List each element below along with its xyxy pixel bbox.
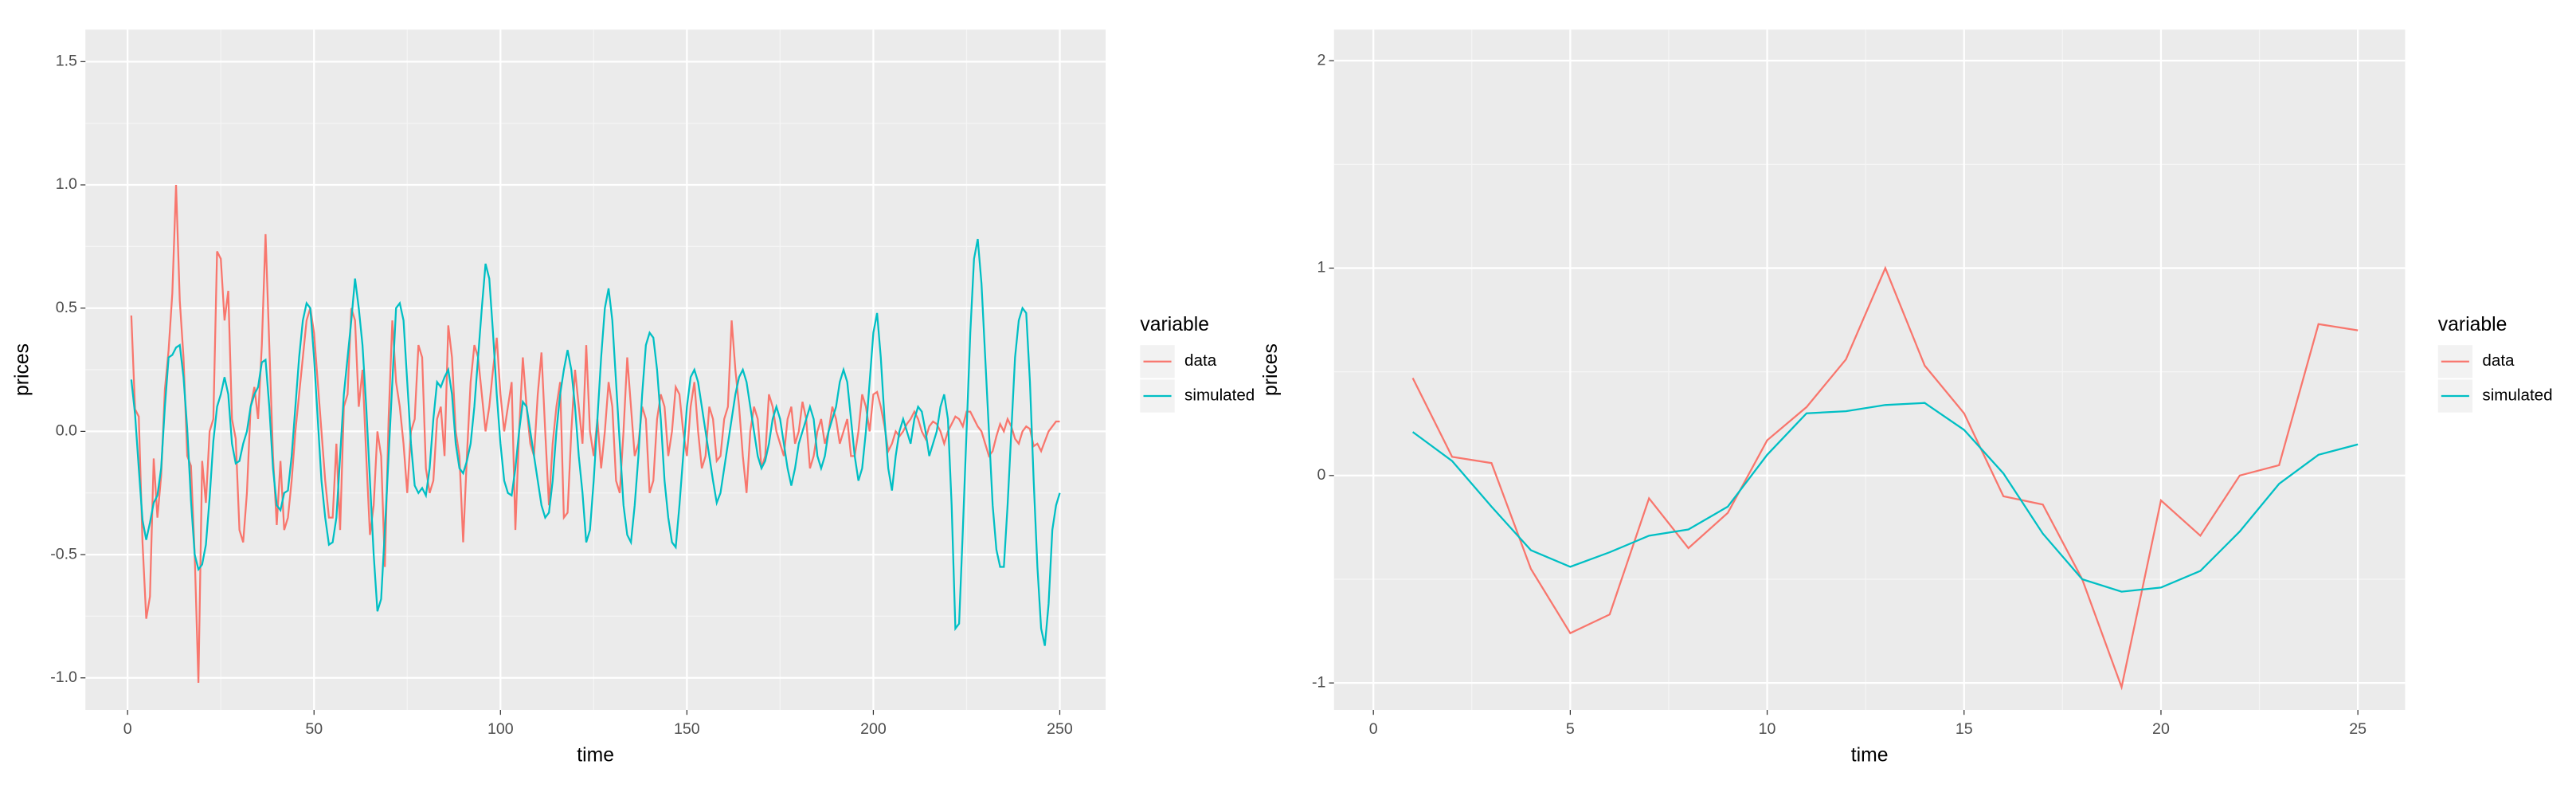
y-tick-label: -1 — [1312, 673, 1325, 691]
y-tick-label: 2 — [1317, 51, 1326, 69]
x-tick-label: 5 — [1566, 720, 1575, 738]
y-tick-label: 0.0 — [56, 422, 77, 440]
x-axis-title: time — [1851, 744, 1889, 766]
legend-label: data — [1184, 351, 1217, 370]
y-tick-label: -0.5 — [50, 545, 77, 563]
series-line — [1411, 265, 2359, 691]
y-axis-title: prices — [1260, 343, 1282, 396]
x-tick-label: 0 — [123, 720, 132, 738]
y-tick-label: 0 — [1317, 466, 1326, 484]
y-axis-title: prices — [11, 343, 33, 396]
series-line — [130, 238, 1061, 646]
x-tick-label: 150 — [674, 720, 700, 738]
y-tick-label: 0.5 — [56, 299, 77, 316]
legend-label: data — [2482, 351, 2515, 370]
y-tick-label: 1.0 — [56, 175, 77, 193]
x-axis-title: time — [577, 744, 614, 766]
legend-title: variable — [2438, 314, 2507, 335]
y-tick-label: -1.0 — [50, 668, 77, 686]
series-line — [1411, 402, 2359, 593]
plot-panel — [1333, 29, 2406, 710]
x-tick-label: 50 — [305, 720, 323, 738]
x-tick-label: 10 — [1759, 720, 1776, 738]
x-tick-label: 200 — [860, 720, 887, 738]
x-tick-label: 250 — [1047, 720, 1073, 738]
x-tick-label: 15 — [1955, 720, 1973, 738]
legend-title: variable — [1140, 314, 1209, 335]
legend-label: simulated — [2482, 386, 2552, 405]
chart: -1.0 -0.5 0.0 0.5 1.0 1.5 0 50 100 150 200 250 time p… — [11, 29, 1255, 766]
x-tick-label: 20 — [2152, 720, 2170, 738]
x-tick-label: 0 — [1369, 720, 1378, 738]
legend-label: simulated — [1184, 386, 1255, 405]
y-tick-label: 1.5 — [56, 53, 77, 70]
x-tick-label: 25 — [2349, 720, 2367, 738]
y-tick-label: 1 — [1317, 259, 1326, 276]
x-tick-label: 100 — [487, 720, 514, 738]
